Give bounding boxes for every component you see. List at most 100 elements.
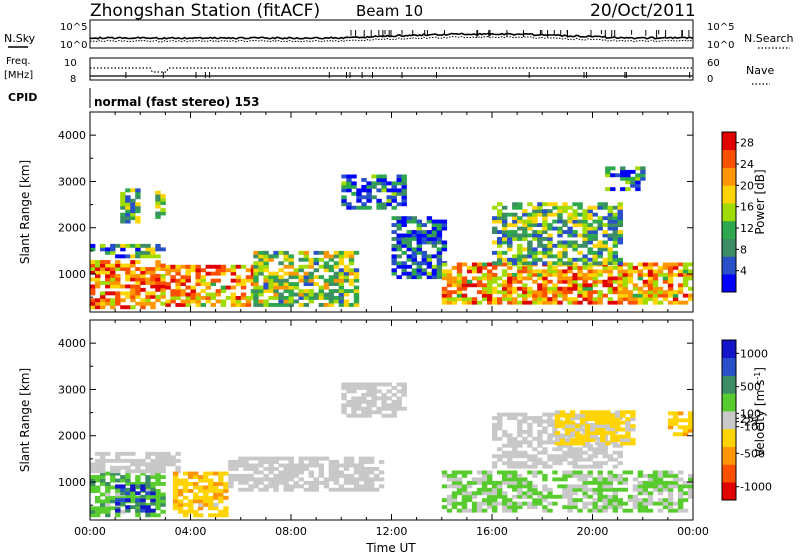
echo-cell [527,276,533,281]
echo-cell [622,477,628,482]
echo-cell [492,484,498,489]
echo-cell [341,386,347,390]
echo-cell [253,271,259,276]
echo-cell [115,274,121,278]
echo-cell [625,169,631,174]
echo-cell [155,194,161,199]
echo-cell [688,487,694,492]
echo-cell [303,296,309,300]
echo-cell [461,300,468,305]
echo-cell [672,414,679,419]
echo-cell [466,491,473,496]
echo-cell [557,216,563,221]
echo-cell [476,487,483,492]
echo-cell [258,456,264,461]
echo-cell [567,508,573,513]
echo-cell [145,482,151,486]
echo-cell [597,464,603,469]
echo-cell [507,461,513,466]
echo-cell [180,282,186,286]
echo-cell [632,286,639,291]
echo-cell [283,278,289,283]
echo-cell [517,430,523,434]
power-ylabel: Slant Range [km] [18,160,32,264]
echo-cell [100,301,106,306]
echo-cell [155,284,161,289]
echo-cell [343,271,350,276]
echo-cell [652,473,659,478]
echo-cell [667,272,674,277]
echo-cell [238,473,244,478]
echo-cell [278,285,284,290]
echo-cell [620,410,626,415]
echo-cell [135,281,141,285]
echo-cell [165,451,171,456]
echo-cell [115,501,121,506]
echo-cell [165,282,171,286]
echo-cell [527,487,533,492]
nave-label: Nave [746,64,774,77]
echo-cell [527,426,533,431]
echo-cell [160,294,166,299]
echo-cell [497,254,503,259]
echo-cell [245,275,252,280]
echo-cell [487,470,493,475]
echo-cell [652,262,659,267]
echo-cell [620,169,626,174]
echo-cell [338,261,345,266]
echo-cell [672,477,679,482]
echo-cell [587,457,593,462]
echo-cell [145,495,151,500]
echo-cell [662,484,669,489]
echo-cell [672,272,679,277]
echo-cell [557,477,563,482]
echo-cell [527,300,533,305]
echo-cell [363,467,370,471]
echo-cell [313,257,319,262]
echo-cell [135,498,141,503]
echo-cell [607,457,613,462]
echo-cell [198,513,204,518]
echo-cell [672,480,679,485]
echo-cell [110,469,116,474]
echo-cell [542,447,548,452]
echo-cell [110,250,116,255]
echo-cell [532,261,538,266]
echo-cell [492,240,498,245]
echo-cell [492,219,498,224]
echo-cell [552,269,558,274]
echo-cell [562,261,568,266]
echo-cell [190,299,196,304]
echo-cell [554,438,561,442]
echo-cell [592,276,598,281]
echo-cell [100,502,106,507]
echo-cell [527,416,533,420]
echo-cell [135,219,141,224]
colorbar-segment [722,256,736,275]
echo-cell [542,461,548,466]
echo-cell [585,431,591,435]
echo-cell [333,261,340,266]
echo-cell [436,230,443,234]
echo-cell [662,272,669,277]
echo-cell [278,275,284,280]
echo-cell [579,438,586,442]
echo-cell [577,269,583,274]
echo-cell [610,166,616,171]
echo-cell [559,424,566,429]
echo-cell [328,303,335,307]
echo-cell [160,492,166,497]
echo-cell [481,480,488,485]
echo-cell [557,226,563,231]
echo-cell [642,272,649,277]
echo-cell [667,283,674,288]
echo-cell [625,434,631,439]
echo-cell [401,271,407,276]
echo-cell [195,282,201,286]
echo-cell [115,301,121,306]
echo-cell [401,386,407,390]
echo-cell [446,279,453,284]
echo-cell [481,470,488,475]
echo-cell [100,462,106,467]
echo-cell [554,431,561,435]
